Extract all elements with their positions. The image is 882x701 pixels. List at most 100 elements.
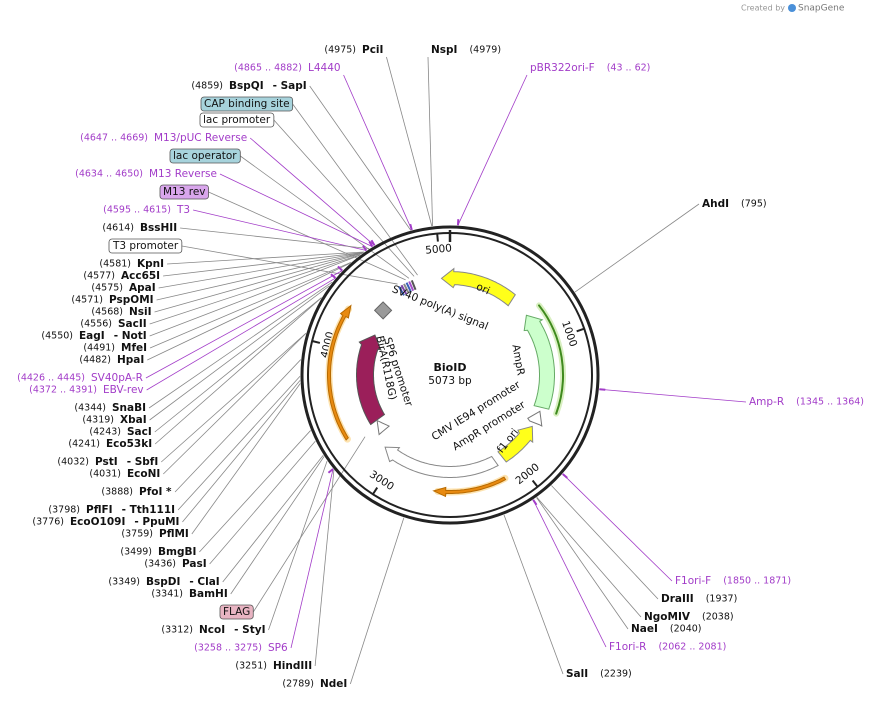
label-position: (2239): [600, 669, 632, 680]
label-alt: - SapI: [273, 80, 307, 92]
orange-feature: [432, 476, 507, 498]
leader-line: [314, 469, 335, 667]
feature-box: [108, 238, 183, 254]
leader-line: [574, 203, 700, 293]
label-name: pBR322ori-F: [530, 62, 595, 74]
label-name: AhdI: [702, 198, 729, 210]
primer-mark: [330, 273, 337, 279]
primer-mark: [532, 499, 538, 506]
leader-line: [252, 436, 366, 613]
leader-line: [199, 430, 311, 553]
feature-outline: [538, 304, 564, 415]
leader-line: [536, 497, 642, 618]
label-name: Acc65I: [121, 270, 160, 282]
label-name: M13/pUC Reverse: [154, 132, 247, 144]
label-name: PasI: [182, 558, 207, 570]
tick-label: 5000: [425, 242, 453, 256]
label-name: NspI: [431, 44, 457, 56]
label-position: (1937): [706, 594, 738, 605]
feature-label: AmpR: [509, 344, 526, 377]
label-name: SV40pA-R: [91, 372, 143, 384]
logo: [788, 4, 796, 12]
leader-line: [290, 468, 334, 649]
label-position: (4243): [89, 427, 121, 438]
label-name: PciI: [362, 44, 383, 56]
label-position: (4859): [191, 81, 223, 92]
label-name: FLAG: [223, 606, 250, 618]
tick: [531, 479, 539, 488]
leader-line: [292, 103, 418, 276]
primer-mark: [409, 223, 413, 231]
label-position: (4634 .. 4650): [75, 169, 143, 180]
label-position: (3258 .. 3275): [194, 643, 262, 654]
feature-stripe: [403, 283, 410, 294]
leader-line: [182, 380, 301, 523]
feature-box: [159, 184, 209, 200]
label-position: (43 .. 62): [607, 63, 651, 74]
leader-line: [349, 517, 405, 685]
primer-mark: [368, 240, 374, 248]
label-position: (3499): [120, 547, 152, 558]
label-name: M13 Reverse: [149, 168, 217, 180]
label-name: SnaBI: [112, 402, 146, 414]
leader-line: [599, 388, 747, 403]
label-name: SP6: [268, 642, 288, 654]
credit: Created by SnapGene: [741, 4, 845, 14]
label-position: (2062 .. 2081): [658, 642, 726, 653]
ampr-arrow: [523, 314, 555, 410]
feature-stripe: [400, 284, 408, 295]
label-name: NaeI: [631, 623, 658, 635]
label-name: M13 rev: [163, 186, 206, 198]
label-name: L4440: [308, 62, 341, 74]
leader-line: [222, 454, 324, 583]
label-position: (3759): [121, 529, 153, 540]
label-position: (3888): [101, 487, 133, 498]
label-name: EcoO109I: [70, 516, 125, 528]
leader-line: [193, 209, 367, 251]
label-name: PfoI *: [139, 486, 172, 498]
label-position: (3436): [144, 559, 176, 570]
tick-label: 3000: [367, 469, 396, 494]
feature-stripe: [408, 281, 415, 292]
primer-mark: [327, 468, 334, 474]
feature-stripe: [405, 282, 412, 293]
tick-label: 2000: [513, 461, 541, 487]
label-name: KpnI: [137, 258, 164, 270]
plasmid-name: BioID: [434, 361, 467, 374]
feature-box: [219, 604, 254, 620]
label-name: PflMI: [159, 528, 189, 540]
label-name: ApaI: [129, 282, 156, 294]
label-position: (3798): [48, 505, 80, 516]
label-position: (4975): [324, 45, 356, 56]
label-position: (4319): [82, 415, 114, 426]
primer-mark: [362, 244, 368, 252]
primer-mark: [370, 239, 376, 246]
label-name: XbaI: [120, 414, 147, 426]
leader-line: [249, 137, 375, 246]
tick: [372, 486, 379, 495]
ori-arrow: [440, 267, 516, 307]
polya-mark: [373, 301, 393, 320]
leader-line: [230, 456, 325, 595]
primer-mark: [337, 265, 343, 272]
label-name: T3 promoter: [112, 240, 179, 252]
leaders: [145, 56, 747, 685]
label-name: BamHI: [189, 588, 228, 600]
label-position: (4032): [57, 457, 89, 468]
cmv-arrow: [384, 446, 499, 478]
label-name: F1ori-F: [675, 575, 711, 587]
label-position: (4426 .. 4445): [17, 373, 85, 384]
leader-line: [149, 255, 360, 337]
label-position: (795): [741, 199, 767, 210]
label-name: EagI: [79, 330, 105, 342]
label-name: SacII: [118, 318, 147, 330]
label-position: (2789): [282, 679, 314, 690]
label-position: (4556): [80, 319, 112, 330]
label-name: BspQI: [229, 80, 264, 92]
label-name: SacI: [127, 426, 152, 438]
label-name: BspDI: [146, 576, 180, 588]
label-alt: - SbfI: [127, 456, 159, 468]
orange-feature: [327, 304, 352, 441]
label-position: (4865 .. 4882): [234, 63, 302, 74]
leader-line: [191, 383, 301, 535]
